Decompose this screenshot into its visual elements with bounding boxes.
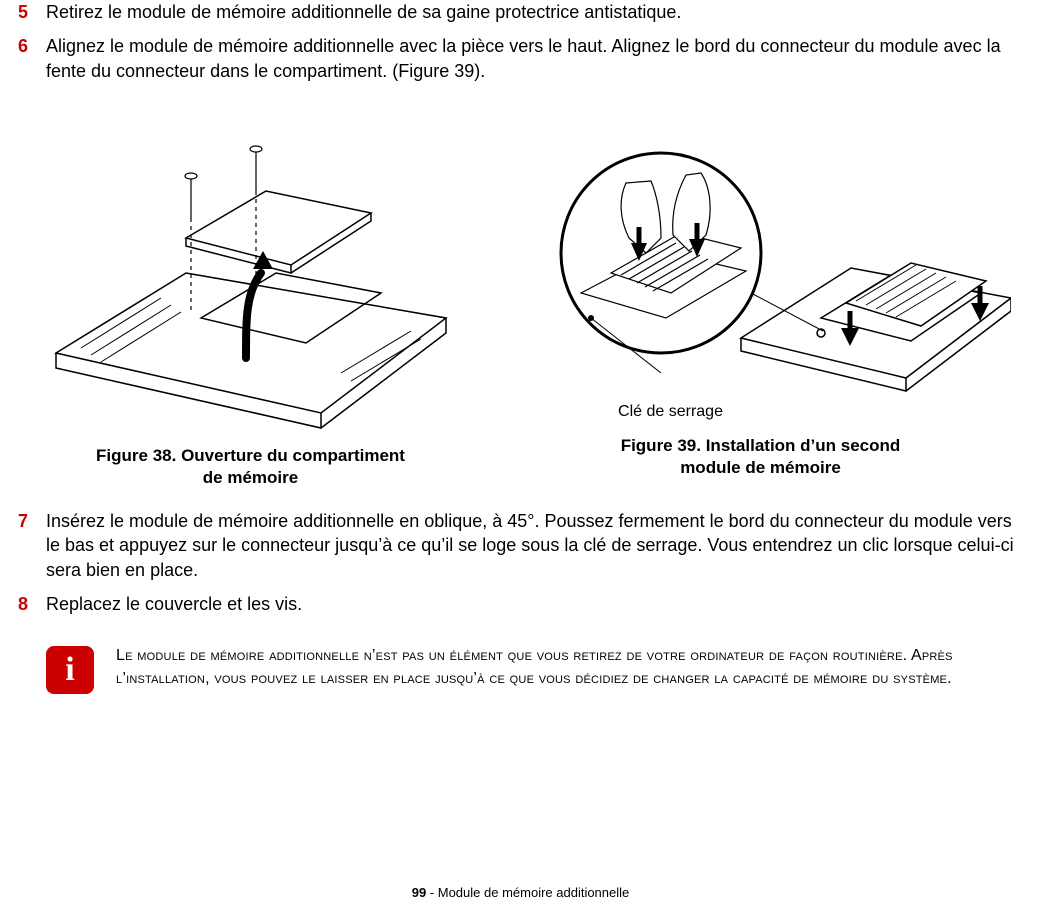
footer-title: Module de mémoire additionnelle	[438, 885, 630, 900]
step-5: 5 Retirez le module de mémoire additionn…	[18, 0, 1023, 24]
step-6-text: Alignez le module de mémoire additionnel…	[46, 34, 1023, 83]
figure-39-callout: Clé de serrage	[571, 403, 771, 421]
info-note: i Le module de mémoire additionnelle n’e…	[18, 644, 1023, 694]
figure-39-block: Clé de serrage Figure 39. Installation d…	[511, 143, 1011, 489]
figure-38-illustration	[51, 143, 451, 433]
info-note-text: Le module de mémoire additionnelle n’est…	[116, 644, 1023, 690]
figure-38-block: Figure 38. Ouverture du compartiment de …	[31, 143, 471, 489]
step-6: 6 Alignez le module de mémoire additionn…	[18, 34, 1023, 83]
footer-page-number: 99	[412, 885, 426, 900]
step-8-text: Replacez le couvercle et les vis.	[46, 592, 1023, 616]
page-footer: 99 - Module de mémoire additionnelle	[0, 885, 1041, 900]
step-8-number: 8	[18, 592, 46, 616]
step-5-text: Retirez le module de mémoire additionnel…	[46, 0, 1023, 24]
info-icon: i	[46, 646, 94, 694]
page-root: 5 Retirez le module de mémoire additionn…	[0, 0, 1041, 918]
figure-39-illustration	[511, 143, 1011, 423]
step-7-text: Insérez le module de mémoire additionnel…	[46, 509, 1023, 582]
step-5-number: 5	[18, 0, 46, 24]
figure-38-caption: Figure 38. Ouverture du compartiment de …	[96, 445, 405, 489]
step-7: 7 Insérez le module de mémoire additionn…	[18, 509, 1023, 582]
step-6-number: 6	[18, 34, 46, 58]
figure-39-caption: Figure 39. Installation d’un second modu…	[621, 435, 901, 479]
footer-separator: -	[426, 885, 438, 900]
step-7-number: 7	[18, 509, 46, 533]
step-8: 8 Replacez le couvercle et les vis.	[18, 592, 1023, 616]
info-icon-glyph: i	[65, 653, 74, 687]
figures-row: Figure 38. Ouverture du compartiment de …	[18, 143, 1023, 489]
